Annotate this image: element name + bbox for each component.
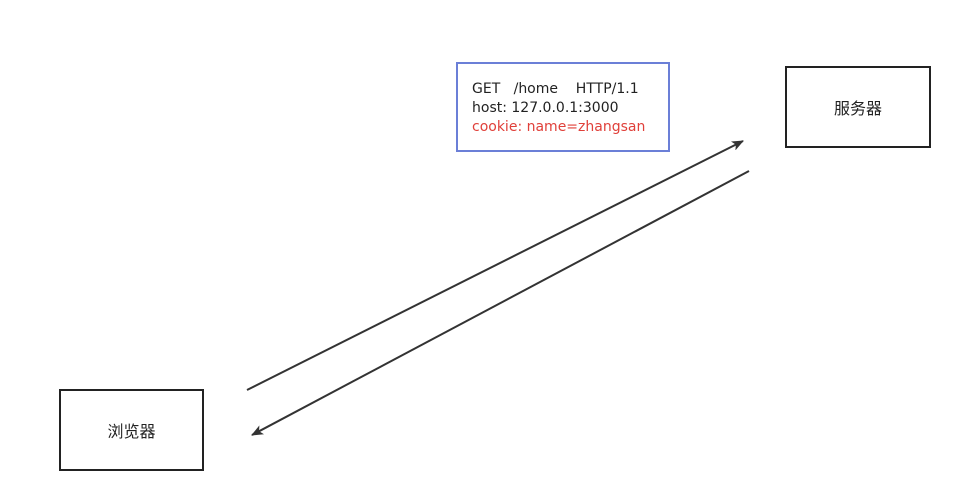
response-arrow [251,170,750,436]
http-request-box: GET /home HTTP/1.1 host: 127.0.0.1:3000 … [456,62,670,152]
server-label: 服务器 [833,99,882,118]
server-node: 服务器 [785,66,931,148]
request-host-header: host: 127.0.0.1:3000 [472,100,619,116]
browser-label: 浏览器 [107,422,156,441]
request-cookie-header: cookie: name=zhangsan [472,119,646,135]
request-arrow [246,140,744,391]
browser-node: 浏览器 [59,389,204,471]
request-line: GET /home HTTP/1.1 [472,81,639,97]
